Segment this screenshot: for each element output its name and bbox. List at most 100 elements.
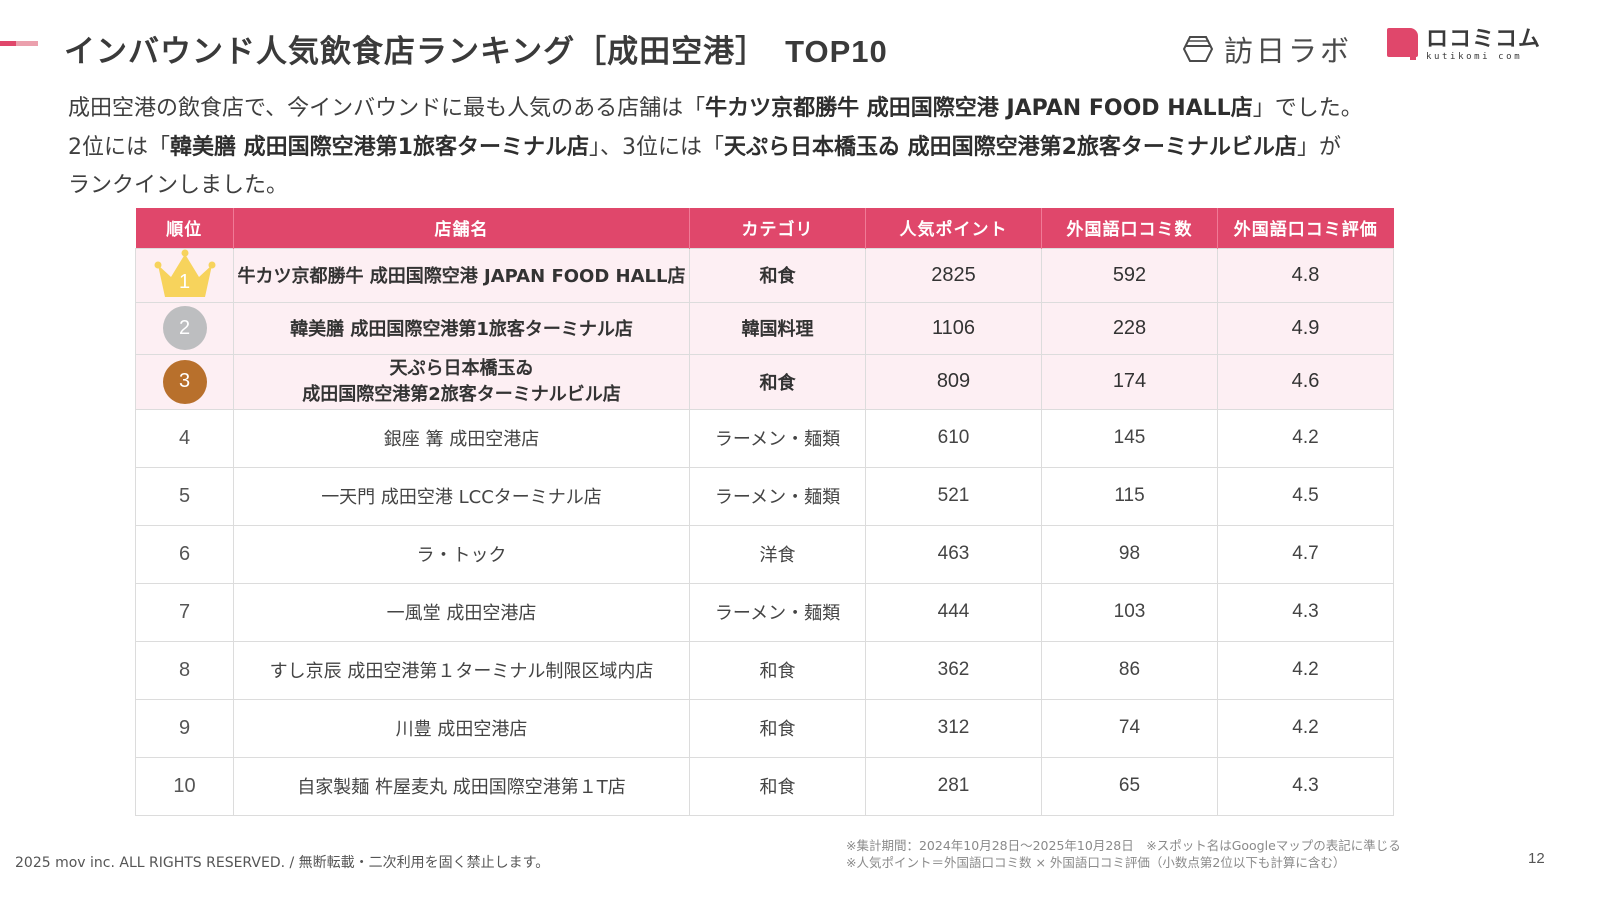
silver-medal-icon: 2 [162, 306, 207, 350]
store-name: 川豊 成田空港店 [233, 698, 690, 758]
bronze-medal-icon: 3 [162, 359, 207, 404]
hexagon-logo-icon [1182, 36, 1214, 62]
store-name: すし京辰 成田空港第１ターミナル制限区域内店 [233, 640, 690, 700]
page-title-tag: TOP10 [785, 34, 888, 69]
rank-cell: 5 [135, 466, 234, 526]
popularity-points: 444 [865, 582, 1042, 642]
review-count: 74 [1041, 698, 1218, 758]
rank-cell: 3 [135, 353, 234, 410]
copyright-notice: 2025 mov inc. ALL RIGHTS RESERVED. / 無断転… [15, 855, 550, 871]
rank-cell: 6 [135, 524, 234, 584]
store-name: ラ・トック [233, 524, 690, 584]
review-count: 592 [1041, 247, 1218, 303]
review-count: 65 [1041, 756, 1218, 816]
review-count: 228 [1041, 301, 1218, 355]
table-row: 10 自家製麺 杵屋麦丸 成田国際空港第１T店 和食 281 65 4.3 [135, 756, 1394, 816]
review-rating: 4.5 [1217, 466, 1394, 526]
popularity-points: 2825 [865, 247, 1042, 303]
store-name: 一風堂 成田空港店 [233, 582, 690, 642]
column-header-rank: 順位 [135, 208, 234, 248]
intro-line-2: 2位には「韓美膳 成田国際空港第1旅客ターミナル店」、3位には「天ぷら日本橋玉ゐ… [68, 134, 1341, 160]
popularity-points: 610 [865, 408, 1042, 468]
third-place-name: 天ぷら日本橋玉ゐ 成田国際空港第2旅客ターミナルビル店 [723, 134, 1297, 160]
review-rating: 4.2 [1217, 698, 1394, 758]
category: 洋食 [689, 524, 866, 584]
review-rating: 4.2 [1217, 640, 1394, 700]
footnotes: ※集計期間：2024年10月28日〜2025年10月28日 ※スポット名はGoo… [846, 837, 1401, 871]
houjin-labo-logo-text: 訪日ラボ [1224, 34, 1353, 68]
table-row: 4 銀座 篝 成田空港店 ラーメン・麺類 610 145 4.2 [135, 408, 1394, 468]
store-name: 一天門 成田空港 LCCターミナル店 [233, 466, 690, 526]
rank-cell: 8 [135, 640, 234, 700]
page-title-text: インバウンド人気飲食店ランキング［成田空港］ [64, 34, 768, 70]
accent-bar-light [16, 41, 38, 46]
kuchikomi-logo-en: kutikomi com [1426, 52, 1523, 62]
review-rating: 4.9 [1217, 301, 1394, 355]
category: ラーメン・麺類 [689, 466, 866, 526]
review-count: 174 [1041, 353, 1218, 410]
table-header-row: 順位 店舗名 カテゴリ 人気ポイント 外国語口コミ数 外国語口コミ評価 [135, 208, 1394, 248]
review-rating: 4.2 [1217, 408, 1394, 468]
category: 和食 [689, 698, 866, 758]
ranking-table: 順位 店舗名 カテゴリ 人気ポイント 外国語口コミ数 外国語口コミ評価 1 [135, 208, 1394, 816]
store-name: 自家製麺 杵屋麦丸 成田国際空港第１T店 [233, 756, 690, 816]
store-name: 天ぷら日本橋玉ゐ 成田国際空港第2旅客ターミナルビル店 [233, 353, 690, 410]
column-header-review-rating: 外国語口コミ評価 [1217, 208, 1394, 248]
review-rating: 4.3 [1217, 582, 1394, 642]
table-row: 5 一天門 成田空港 LCCターミナル店 ラーメン・麺類 521 115 4.5 [135, 466, 1394, 526]
second-place-name: 韓美膳 成田国際空港第1旅客ターミナル店 [170, 134, 589, 160]
table-row: 7 一風堂 成田空港店 ラーメン・麺類 444 103 4.3 [135, 582, 1394, 642]
rank-cell: 4 [135, 408, 234, 468]
store-name: 牛カツ京都勝牛 成田国際空港 JAPAN FOOD HALL店 [233, 247, 690, 303]
rank-cell: 10 [135, 756, 234, 816]
popularity-points: 1106 [865, 301, 1042, 355]
category: ラーメン・麺類 [689, 408, 866, 468]
page-number: 12 [1528, 850, 1545, 867]
kuchikomi-com-logo: ロコミコム kutikomi com [1387, 28, 1541, 63]
kuchikomi-logo-jp: ロコミコム [1426, 27, 1542, 52]
popularity-points: 362 [865, 640, 1042, 700]
review-count: 98 [1041, 524, 1218, 584]
review-count: 145 [1041, 408, 1218, 468]
review-count: 115 [1041, 466, 1218, 526]
popularity-points: 809 [865, 353, 1042, 410]
table-row: 2 韓美膳 成田国際空港第1旅客ターミナル店 韓国料理 1106 228 4.9 [135, 301, 1394, 355]
intro-line-3: ランクインしました。 [68, 173, 289, 198]
accent-bar-dark [0, 41, 16, 46]
intro-line-1: 成田空港の飲食店で、今インバウンドに最も人気のある店舗は「牛カツ京都勝牛 成田国… [68, 96, 1363, 121]
popularity-points: 463 [865, 524, 1042, 584]
speech-bubble-logo-icon [1387, 28, 1418, 60]
table-row: 8 すし京辰 成田空港第１ターミナル制限区域内店 和食 362 86 4.2 [135, 640, 1394, 700]
houjin-labo-logo: 訪日ラボ [1182, 28, 1352, 70]
review-rating: 4.3 [1217, 756, 1394, 816]
category: 和食 [689, 756, 866, 816]
rank-cell: 7 [135, 582, 234, 642]
rank-cell: 1 [135, 247, 234, 303]
rank-cell: 2 [135, 301, 234, 355]
column-header-store-name: 店舗名 [233, 208, 690, 248]
footnote-period: ※集計期間：2024年10月28日〜2025年10月28日 ※スポット名はGoo… [846, 838, 1401, 853]
column-header-category: カテゴリ [689, 208, 866, 248]
column-header-review-count: 外国語口コミ数 [1041, 208, 1218, 248]
table-row: 9 川豊 成田空港店 和食 312 74 4.2 [135, 698, 1394, 758]
table-row: 3 天ぷら日本橋玉ゐ 成田国際空港第2旅客ターミナルビル店 和食 809 174… [135, 353, 1394, 410]
table-row: 1 牛カツ京都勝牛 成田国際空港 JAPAN FOOD HALL店 和食 282… [135, 247, 1394, 303]
column-header-popularity-points: 人気ポイント [865, 208, 1042, 248]
review-rating: 4.7 [1217, 524, 1394, 584]
review-count: 103 [1041, 582, 1218, 642]
title-accent-bar [0, 41, 38, 46]
category: 韓国料理 [689, 301, 866, 355]
review-rating: 4.6 [1217, 353, 1394, 410]
review-count: 86 [1041, 640, 1218, 700]
page-title: インバウンド人気飲食店ランキング［成田空港］ TOP10 [64, 26, 888, 71]
first-place-name: 牛カツ京都勝牛 成田国際空港 JAPAN FOOD HALL店 [705, 96, 1253, 121]
category: 和食 [689, 353, 866, 410]
category: ラーメン・麺類 [689, 582, 866, 642]
category: 和食 [689, 247, 866, 303]
intro-paragraph: 成田空港の飲食店で、今インバウンドに最も人気のある店舗は「牛カツ京都勝牛 成田国… [68, 90, 1528, 206]
footnote-formula: ※人気ポイント＝外国語口コミ数 × 外国語口コミ評価（小数点第2位以下も計算に含… [846, 855, 1346, 870]
popularity-points: 312 [865, 698, 1042, 758]
store-name: 韓美膳 成田国際空港第1旅客ターミナル店 [233, 301, 690, 355]
category: 和食 [689, 640, 866, 700]
review-rating: 4.8 [1217, 247, 1394, 303]
